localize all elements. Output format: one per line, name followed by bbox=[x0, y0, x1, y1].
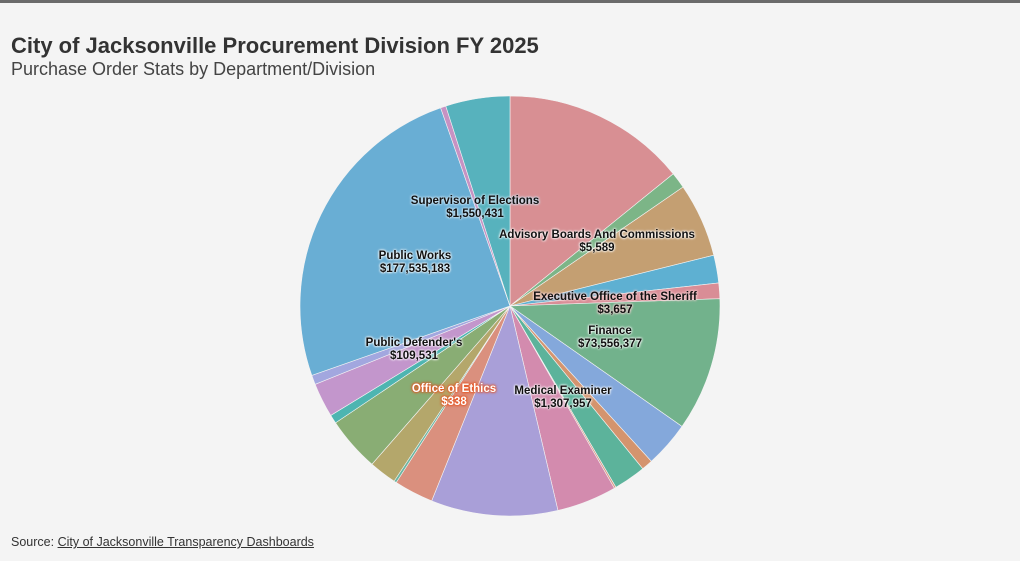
pie-slice-0[interactable] bbox=[509, 95, 674, 307]
top-border bbox=[0, 0, 1020, 3]
slice-label-name: Finance bbox=[588, 325, 632, 337]
slice-label-name: Public Defender's bbox=[365, 337, 463, 349]
slice-label-value: $3,657 bbox=[597, 304, 633, 316]
slice-label-name: Medical Examiner bbox=[514, 385, 612, 397]
source-note: Source: City of Jacksonville Transparenc… bbox=[11, 535, 314, 549]
slice-label-name: Supervisor of Elections bbox=[410, 195, 540, 207]
slice-label: Supervisor of Elections $1,550,431 bbox=[411, 195, 539, 221]
slice-label-name: Executive Office of the Sheriff bbox=[533, 291, 697, 303]
pie-slice-21[interactable] bbox=[445, 95, 511, 307]
slice-label: Office of Ethics $338 bbox=[412, 383, 496, 409]
source-link[interactable]: City of Jacksonville Transparency Dashbo… bbox=[57, 535, 314, 549]
slice-label-value: $5,589 bbox=[579, 242, 615, 254]
slice-label-value: $1,550,431 bbox=[446, 208, 504, 220]
slice-label-name: Public Works bbox=[378, 250, 452, 262]
slice-label: Public Works $177,535,183 bbox=[379, 250, 452, 276]
slice-label-value: $1,307,957 bbox=[534, 398, 592, 410]
pie-slice-public-works[interactable] bbox=[299, 107, 511, 376]
chart-subtitle: Purchase Order Stats by Department/Divis… bbox=[11, 59, 376, 79]
source-prefix: Source: bbox=[11, 535, 58, 549]
slice-label-value: $109,531 bbox=[390, 350, 438, 362]
slice-label-value: $177,535,183 bbox=[379, 263, 451, 275]
slice-label: Public Defender's $109,531 bbox=[366, 337, 463, 363]
slice-label-value: $338 bbox=[441, 396, 467, 408]
slice-label: Executive Office of the Sheriff $3,657 bbox=[533, 291, 697, 317]
slice-label: Medical Examiner $1,307,957 bbox=[514, 385, 611, 411]
pie-slice-11[interactable] bbox=[431, 305, 559, 517]
slice-label: Advisory Boards And Commissions $5,589 bbox=[499, 229, 695, 255]
slice-label-name: Advisory Boards And Commissions bbox=[499, 229, 695, 241]
chart-title: City of Jacksonville Procurement Divisio… bbox=[11, 33, 539, 58]
slice-label-value: $73,556,377 bbox=[578, 338, 642, 350]
pie-slice-finance[interactable] bbox=[509, 298, 721, 427]
slice-label-name: Office of Ethics bbox=[411, 383, 497, 395]
slice-label: Finance $73,556,377 bbox=[578, 325, 642, 351]
